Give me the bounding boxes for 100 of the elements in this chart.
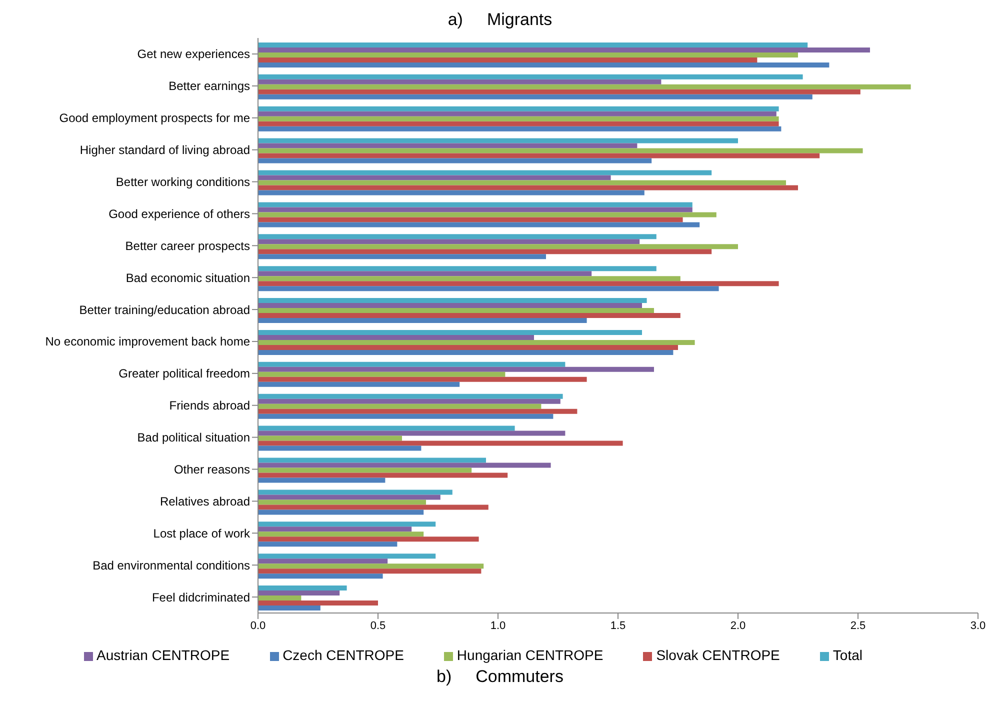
bar (258, 212, 716, 218)
y-tick-label: Bad environmental conditions (92, 558, 250, 572)
bar (258, 254, 546, 260)
bar (258, 318, 587, 324)
bar (258, 106, 779, 112)
bar (258, 590, 340, 596)
x-tick-label: 0.5 (370, 620, 386, 632)
y-tick-label: Better career prospects (125, 238, 250, 253)
bar (258, 536, 479, 542)
bar (258, 249, 712, 254)
x-tick-label: 2.5 (850, 620, 866, 632)
legend-label: Hungarian CENTROPE (456, 647, 604, 663)
bar (258, 436, 402, 441)
bar (258, 121, 779, 126)
bar (258, 344, 678, 350)
bar (258, 185, 798, 190)
chart-title: a) Migrants (448, 10, 552, 29)
y-tick-label: Lost place of work (153, 526, 251, 540)
bar (258, 180, 786, 186)
y-tick-label: Friends abroad (169, 398, 250, 413)
bar (258, 334, 534, 340)
y-tick-label: Bad political situation (137, 430, 250, 445)
bar (258, 175, 611, 180)
y-tick-label: Better earnings (168, 79, 250, 94)
bar (258, 568, 482, 574)
x-tick-label: 2.0 (730, 620, 746, 632)
bar (258, 558, 388, 564)
bar (258, 404, 542, 409)
bar (258, 158, 652, 164)
bar (258, 234, 656, 240)
bar (258, 79, 662, 84)
bar (258, 62, 830, 68)
x-tick-label: 1.0 (490, 620, 506, 632)
bar (258, 222, 700, 228)
bar (258, 366, 654, 372)
x-tick-label: 1.5 (610, 620, 626, 632)
bar (258, 446, 422, 451)
bar (258, 244, 738, 250)
bar (258, 266, 656, 272)
bar (258, 271, 592, 276)
y-tick-label: Relatives abroad (160, 494, 250, 508)
bar (258, 494, 440, 500)
bar (258, 126, 782, 132)
bar (258, 468, 472, 473)
bar (258, 153, 820, 158)
bar (258, 303, 642, 308)
y-tick-label: Bad economic situation (126, 270, 250, 285)
y-tick-label: No economic improvement back home (45, 334, 250, 349)
bar (258, 458, 486, 463)
bar (258, 532, 424, 537)
bar (258, 564, 484, 569)
bar (258, 340, 695, 345)
legend-label: Slovak CENTROPE (656, 647, 780, 663)
bar (258, 94, 812, 100)
bar (258, 372, 506, 377)
bar (258, 217, 683, 222)
bar (258, 510, 424, 515)
bar (258, 574, 383, 579)
bar (258, 281, 779, 286)
bar (258, 382, 460, 387)
x-tick-label: 3.0 (970, 620, 986, 632)
bar (258, 298, 647, 304)
bar (258, 116, 779, 122)
bar (258, 57, 758, 62)
y-tick-label: Better training/education abroad (79, 302, 250, 317)
bar (258, 600, 378, 606)
bar (258, 526, 412, 532)
legend-label: Austrian CENTROPE (96, 647, 230, 663)
bar (258, 472, 508, 478)
y-tick-label: Feel didcriminated (152, 590, 250, 604)
bar (258, 308, 654, 314)
y-tick-label: Good employment prospects for me (59, 111, 250, 126)
text: b) Commuters (436, 667, 564, 686)
bar (258, 47, 870, 52)
bar (258, 170, 712, 176)
y-tick-label: Greater political freedom (118, 366, 250, 381)
bar (258, 504, 488, 510)
bar (258, 398, 560, 404)
bar (258, 148, 863, 154)
legend-label: Total (832, 647, 862, 663)
bar (258, 554, 436, 559)
bar (258, 42, 808, 48)
y-tick-label: Get new experiences (137, 47, 250, 62)
bar (258, 138, 738, 144)
bar (258, 276, 680, 282)
bar (258, 74, 803, 80)
bar (258, 414, 554, 419)
bar (258, 239, 640, 244)
bar (258, 440, 623, 446)
bar (258, 313, 680, 318)
y-tick-label: Other reasons (174, 462, 250, 477)
y-tick-label: Good experience of others (108, 206, 250, 221)
bar (258, 350, 674, 355)
bar (258, 330, 642, 335)
bar (258, 89, 860, 94)
bar (258, 408, 578, 414)
legend-label: Czech CENTROPE (282, 647, 404, 663)
bar (258, 52, 798, 58)
bar (258, 202, 692, 208)
bar (258, 462, 551, 468)
